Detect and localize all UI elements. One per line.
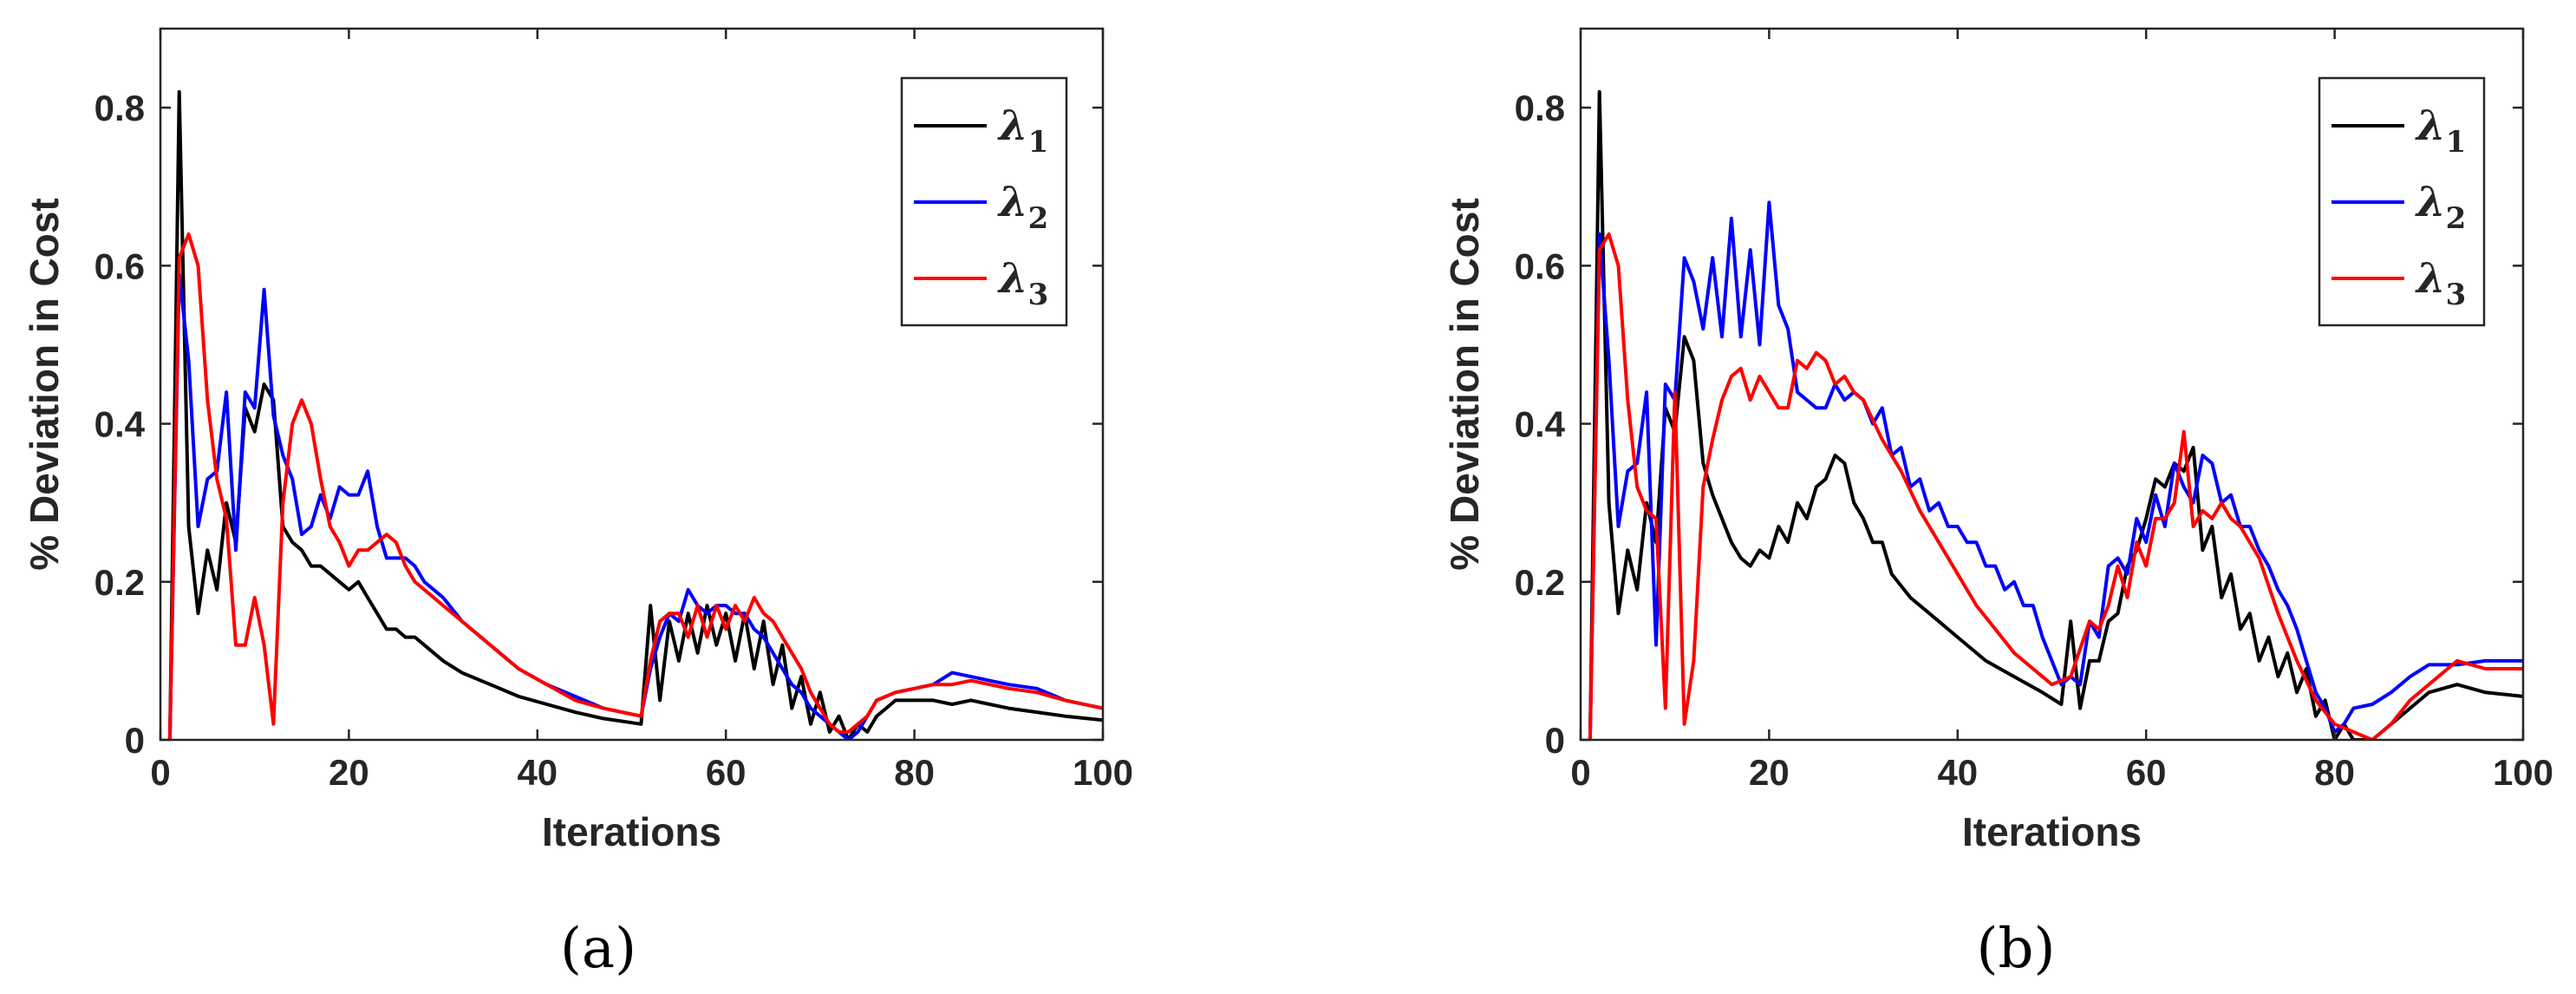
x-tick-label: 40: [1937, 752, 1978, 793]
x-tick-labels-b: 0 20 40 60 80 100: [1570, 29, 2553, 793]
x-tick-label: 80: [894, 752, 935, 793]
series-line-λ1: [1588, 89, 2523, 740]
legend-label: λ1: [2415, 101, 2466, 160]
legend-label: λ3: [997, 254, 1048, 312]
x-tick-label: 80: [2314, 752, 2355, 793]
x-tick-label: 60: [2126, 752, 2167, 793]
legend-symbol: λ: [2415, 101, 2446, 150]
y-axis-label-a: % Deviation in Cost: [22, 198, 67, 570]
x-tick-label: 60: [706, 752, 747, 793]
y-tick-label: 0.6: [1515, 245, 1565, 286]
chart-panel-b: 0 20 40 60 80 100 0 0.2 0.4 0.6 0.8 Iterations % …: [1442, 27, 2553, 981]
y-tick-label: 0.4: [1515, 404, 1566, 445]
y-axis-label-b: % Deviation in Cost: [1442, 198, 1487, 570]
legend-subscript: 1: [1028, 125, 1049, 160]
legend-symbol: λ: [2415, 178, 2446, 226]
x-tick-label: 100: [1073, 752, 1133, 793]
axes-frame-b: [1579, 27, 2525, 742]
series-layer-a: [167, 89, 1103, 740]
x-tick-label: 100: [2493, 752, 2553, 793]
y-tick-label: 0.4: [95, 404, 146, 445]
legend-label: λ2: [997, 178, 1048, 236]
x-tick-labels-a: 0 20 40 60 80 100: [150, 29, 1133, 793]
legend-label: λ3: [2415, 254, 2466, 312]
x-tick-label: 0: [1570, 752, 1590, 793]
y-tick-labels-a: 0 0.2 0.4 0.6 0.8: [95, 88, 1103, 761]
panel-caption-b: (b): [1977, 917, 2056, 981]
series-layer-b: [1588, 89, 2523, 740]
legend-symbol: λ: [997, 101, 1028, 150]
legend-symbol: λ: [997, 178, 1028, 226]
x-tick-label: 40: [517, 752, 558, 793]
legend-subscript: 2: [2446, 201, 2467, 236]
series-line-λ2: [167, 271, 1103, 740]
x-axis-label-a: Iterations: [542, 809, 721, 854]
legend-subscript: 1: [2446, 125, 2467, 160]
y-tick-label: 0.8: [95, 88, 145, 128]
legend-symbol: λ: [997, 254, 1028, 303]
legend-subscript: 3: [1028, 278, 1049, 312]
legend-label: λ1: [997, 101, 1048, 160]
series-line-λ3: [1588, 232, 2523, 740]
legend-subscript: 3: [2446, 278, 2467, 312]
axes-frame-a: [159, 27, 1105, 742]
x-axis-label-b: Iterations: [1962, 809, 2142, 854]
y-tick-label: 0.6: [95, 245, 145, 286]
series-line-λ2: [1588, 200, 2523, 740]
legend-label: λ2: [2415, 178, 2466, 236]
y-tick-label: 0.2: [1515, 562, 1565, 603]
y-tick-label: 0.2: [95, 562, 145, 603]
y-tick-label: 0: [1545, 720, 1565, 761]
x-tick-label: 20: [329, 752, 369, 793]
y-tick-label: 0.8: [1515, 88, 1565, 128]
y-tick-label: 0: [125, 720, 145, 761]
y-tick-labels-b: 0 0.2 0.4 0.6 0.8: [1515, 88, 2523, 761]
legend-symbol: λ: [2415, 254, 2446, 303]
x-tick-label: 20: [1749, 752, 1790, 793]
legend-subscript: 2: [1028, 201, 1049, 236]
series-line-λ3: [167, 232, 1103, 740]
panel-caption-a: (a): [560, 917, 636, 981]
chart-panel-a: 0 20 40 60 80 100 0 0.2 0.4 0.6 0.8 Iterations % …: [22, 27, 1133, 981]
x-tick-label: 0: [150, 752, 170, 793]
